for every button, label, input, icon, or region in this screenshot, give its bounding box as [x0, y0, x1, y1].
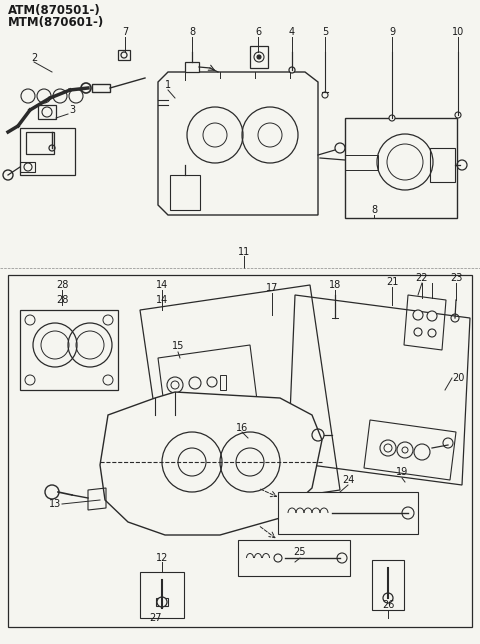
Text: 28: 28 — [56, 295, 68, 305]
Bar — [26, 132, 54, 154]
Circle shape — [322, 92, 328, 98]
Circle shape — [157, 597, 167, 607]
Circle shape — [337, 553, 347, 563]
Circle shape — [414, 328, 422, 336]
Circle shape — [37, 89, 51, 103]
Circle shape — [69, 89, 83, 103]
Text: 14: 14 — [156, 295, 168, 305]
Circle shape — [428, 329, 436, 337]
Bar — [92, 84, 110, 92]
Circle shape — [389, 115, 395, 121]
Text: 7: 7 — [122, 27, 128, 37]
Circle shape — [427, 311, 437, 321]
Text: 13: 13 — [49, 499, 61, 509]
Text: ATM(870501-): ATM(870501-) — [8, 3, 101, 17]
Text: 2: 2 — [31, 53, 37, 63]
Bar — [238, 540, 350, 576]
Circle shape — [53, 89, 67, 103]
Text: 23: 23 — [450, 273, 462, 283]
Text: 16: 16 — [236, 423, 248, 433]
Bar — [185, 62, 199, 72]
Bar — [118, 50, 130, 60]
Text: 6: 6 — [255, 27, 261, 37]
Text: 8: 8 — [189, 27, 195, 37]
Text: 12: 12 — [156, 553, 168, 563]
Polygon shape — [100, 392, 322, 535]
Circle shape — [257, 55, 261, 59]
Text: 3: 3 — [69, 105, 75, 115]
Bar — [8, 275, 472, 627]
Circle shape — [455, 112, 461, 118]
Text: 20: 20 — [452, 373, 464, 383]
Bar — [38, 105, 56, 119]
Bar — [170, 175, 200, 210]
Circle shape — [413, 310, 423, 320]
Bar — [278, 492, 418, 534]
Bar — [372, 560, 404, 610]
Text: 11: 11 — [238, 247, 250, 257]
Circle shape — [274, 554, 282, 562]
Circle shape — [402, 507, 414, 519]
Text: 26: 26 — [382, 600, 394, 610]
Text: 24: 24 — [342, 475, 354, 485]
Bar — [156, 598, 168, 606]
Text: 15: 15 — [172, 341, 184, 351]
Polygon shape — [158, 72, 318, 215]
Text: 19: 19 — [396, 467, 408, 477]
Circle shape — [21, 89, 35, 103]
Circle shape — [383, 593, 393, 603]
Text: 4: 4 — [289, 27, 295, 37]
Text: 28: 28 — [56, 280, 68, 290]
Text: 25: 25 — [294, 547, 306, 557]
Text: 18: 18 — [329, 280, 341, 290]
Bar — [345, 118, 457, 218]
Text: MTM(870601-): MTM(870601-) — [8, 15, 104, 28]
Text: 27: 27 — [149, 613, 161, 623]
Text: 5: 5 — [322, 27, 328, 37]
Bar — [140, 572, 184, 618]
Text: 22: 22 — [416, 273, 428, 283]
Text: 21: 21 — [386, 277, 398, 287]
Text: 8: 8 — [371, 205, 377, 215]
Bar — [250, 46, 268, 68]
Text: 14: 14 — [156, 280, 168, 290]
Text: 9: 9 — [389, 27, 395, 37]
Bar — [220, 375, 226, 390]
Text: 10: 10 — [452, 27, 464, 37]
Circle shape — [289, 67, 295, 73]
Text: 1: 1 — [165, 80, 171, 90]
Text: 17: 17 — [266, 283, 278, 293]
